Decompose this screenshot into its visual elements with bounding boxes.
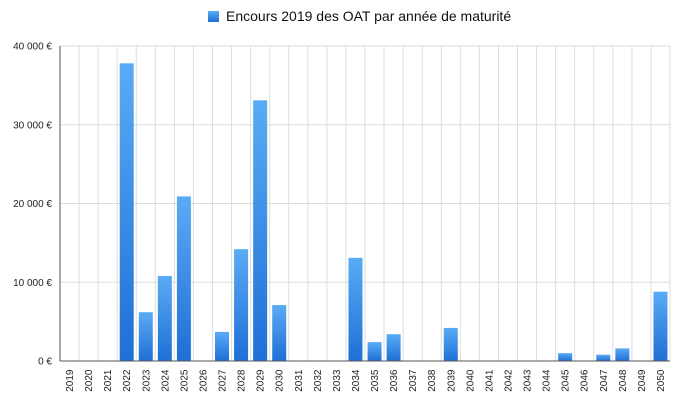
x-tick-label: 2024: [160, 369, 171, 392]
x-tick-label: 2032: [313, 369, 324, 392]
y-tick-label: 10 000 €: [13, 278, 52, 289]
bar-2022: [119, 63, 134, 361]
x-tick-label: 2049: [637, 369, 648, 392]
x-tick-label: 2040: [465, 369, 476, 392]
x-tick-label: 2035: [370, 369, 381, 392]
x-tick-label: 2021: [103, 369, 114, 392]
x-tick-label: 2047: [599, 369, 610, 392]
y-tick-label: 40 000 €: [13, 42, 52, 53]
x-tick-label: 2043: [523, 369, 534, 392]
x-tick-label: 2028: [237, 369, 248, 392]
x-tick-label: 2026: [198, 369, 209, 392]
x-tick-label: 2044: [542, 369, 553, 392]
x-tick-label: 2023: [141, 369, 152, 392]
x-tick-label: 2022: [122, 369, 133, 392]
y-tick-label: 20 000 €: [13, 199, 52, 210]
x-tick-label: 2020: [84, 369, 95, 392]
bar-2036: [386, 334, 401, 361]
x-tick-label: 2041: [484, 369, 495, 392]
x-tick-label: 2027: [218, 369, 229, 392]
bar-2023: [138, 312, 153, 361]
x-tick-label: 2019: [65, 369, 76, 392]
x-tick-label: 2046: [580, 369, 591, 392]
y-tick-label: 30 000 €: [13, 120, 52, 131]
bar-2027: [215, 331, 230, 361]
x-tick-label: 2030: [275, 369, 286, 392]
bar-2025: [176, 196, 191, 361]
x-tick-label: 2042: [503, 369, 514, 392]
legend-label: Encours 2019 des OAT par année de maturi…: [226, 8, 511, 24]
x-tick-label: 2036: [389, 369, 400, 392]
x-tick-label: 2033: [332, 369, 343, 392]
bar-2034: [348, 257, 363, 361]
legend: Encours 2019 des OAT par année de maturi…: [208, 8, 511, 24]
bar-2050: [653, 291, 668, 361]
legend-swatch: [208, 11, 219, 22]
x-tick-label: 2029: [256, 369, 267, 392]
x-tick-label: 2037: [408, 369, 419, 392]
bars: [119, 63, 668, 362]
bar-2048: [615, 348, 630, 361]
x-tick-label: 2039: [446, 369, 457, 392]
bar-2029: [253, 100, 268, 362]
x-tick-label: 2025: [179, 369, 190, 392]
bar-2047: [596, 354, 611, 361]
y-tick-label: 0 €: [38, 357, 52, 368]
x-tick-label: 2045: [561, 369, 572, 392]
axes: 0 € 10 000 € 20 000 € 30 000 € 40 000 € 2019 2…: [13, 42, 670, 392]
x-tick-label: 2034: [351, 369, 362, 392]
x-tick-label: 2031: [294, 369, 305, 392]
bar-2035: [367, 342, 382, 361]
x-tick-label: 2048: [618, 369, 629, 392]
bar-2030: [272, 305, 287, 361]
bar-2045: [558, 353, 573, 361]
bar-2024: [157, 275, 172, 361]
x-tick-label: 2050: [656, 369, 667, 392]
bar-2028: [234, 249, 249, 361]
bar-2039: [443, 327, 458, 361]
x-tick-label: 2038: [427, 369, 438, 392]
